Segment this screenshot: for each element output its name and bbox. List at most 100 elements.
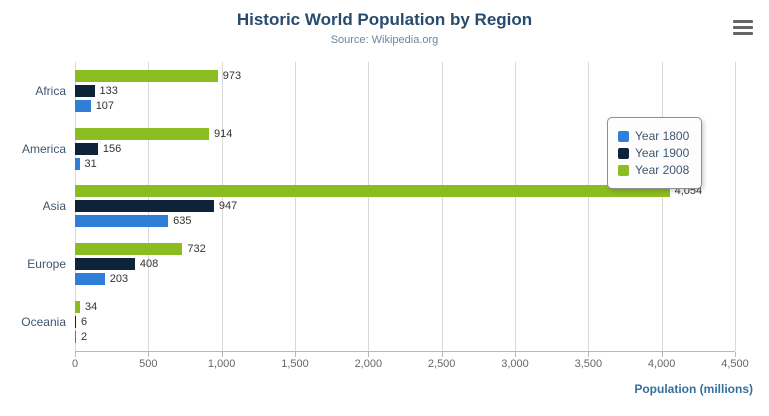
data-label: 914 xyxy=(214,127,233,140)
x-tick-label: 4,500 xyxy=(721,358,749,370)
bar-year-2008-oceania[interactable] xyxy=(75,301,80,314)
data-label: 6 xyxy=(81,316,88,329)
bar-year-2008-asia[interactable] xyxy=(75,185,670,198)
bar-year-1800-africa[interactable] xyxy=(75,99,91,112)
bar-row: 732 xyxy=(75,243,735,256)
hamburger-bar xyxy=(733,31,753,35)
category-row-america: America 914 156 31 xyxy=(22,120,735,178)
bar-year-1900-asia[interactable] xyxy=(75,200,214,213)
gridline xyxy=(735,62,736,351)
data-label: 156 xyxy=(102,142,122,155)
bar-row: 133 xyxy=(75,84,735,97)
gridline xyxy=(441,62,443,351)
data-label: 2 xyxy=(81,331,88,344)
data-label: 947 xyxy=(218,200,238,213)
bar-row: 408 xyxy=(75,258,735,271)
axis-tick xyxy=(661,352,663,357)
x-tick-label: 3,500 xyxy=(574,358,603,370)
bar-year-1900-oceania[interactable] xyxy=(75,316,76,329)
category-label: Europe xyxy=(27,257,66,272)
chart-subtitle: Source: Wikipedia.org xyxy=(330,34,439,46)
data-label: 133 xyxy=(99,84,118,97)
bar-row: 34 xyxy=(75,301,735,314)
bar-year-2008-america[interactable] xyxy=(75,127,210,140)
legend-label: Year 1800 xyxy=(635,129,690,143)
bar-row: 31 xyxy=(75,157,735,170)
gridline xyxy=(221,62,223,351)
gridline xyxy=(295,62,296,351)
legend-item-year-2008[interactable]: Year 2008 xyxy=(618,163,689,177)
axis-tick xyxy=(75,352,76,357)
category-row-oceania: Oceania 34 6 2 xyxy=(21,293,735,351)
hamburger-bar xyxy=(733,25,753,29)
legend-label: Year 2008 xyxy=(635,163,690,177)
category-row-africa: Africa 973 133 107 xyxy=(35,62,735,120)
bar-year-1800-asia[interactable] xyxy=(75,215,169,228)
plot-area: Africa 973 133 107 America 914 156 31 Asia 4,054 9… xyxy=(21,62,736,357)
x-tick-label: 0 xyxy=(71,358,79,370)
x-tick-label: 1,500 xyxy=(281,358,309,370)
category-label: America xyxy=(21,141,66,156)
bar-year-1900-america[interactable] xyxy=(75,142,98,155)
x-tick-label: 2,000 xyxy=(354,358,383,370)
axis-tick xyxy=(515,352,516,357)
x-axis-title: Population (millions) xyxy=(634,382,753,396)
bar-row: 156 xyxy=(75,142,735,155)
bar-year-2008-africa[interactable] xyxy=(75,69,218,82)
bar-year-2008-europe[interactable] xyxy=(75,243,183,256)
x-tick-label: 3,000 xyxy=(501,358,529,370)
legend-swatch xyxy=(618,130,629,142)
legend-label: Year 1900 xyxy=(635,146,690,160)
category-label: Asia xyxy=(42,199,66,214)
category-label: Oceania xyxy=(21,315,66,330)
bar-row: 203 xyxy=(75,273,735,286)
gridline xyxy=(515,62,516,351)
data-label: 408 xyxy=(139,258,159,271)
chart-title: Historic World Population by Region xyxy=(236,10,533,29)
axis-tick xyxy=(588,352,590,357)
axis-tick xyxy=(295,352,296,357)
data-label: 732 xyxy=(187,243,206,256)
gridline xyxy=(588,62,590,351)
bar-row: 914 xyxy=(75,127,735,140)
x-tick-label: 1,000 xyxy=(207,358,236,370)
bar-year-1800-america[interactable] xyxy=(75,157,80,170)
bar-year-1800-oceania[interactable] xyxy=(75,331,76,344)
bar-row: 973 xyxy=(75,69,735,82)
bar-year-1900-europe[interactable] xyxy=(75,258,135,271)
x-tick-label: 2,500 xyxy=(427,358,456,370)
legend-swatch xyxy=(618,147,629,159)
data-label: 973 xyxy=(222,69,242,82)
data-label: 31 xyxy=(84,157,97,170)
category-row-europe: Europe 732 408 203 xyxy=(27,235,735,293)
bar-row: 2 xyxy=(75,331,735,344)
bar-row: 635 xyxy=(75,215,735,228)
axis-tick xyxy=(735,352,736,357)
axis-tick xyxy=(368,352,370,357)
data-label: 203 xyxy=(109,273,129,286)
bar-year-1800-europe[interactable] xyxy=(75,273,105,286)
x-axis-labels: 0 500 1,000 1,500 2,000 2,500 3,000 3,500 4,000 4… xyxy=(71,358,749,372)
data-label: 34 xyxy=(84,301,98,314)
axis-tick xyxy=(221,352,223,357)
category-label: Africa xyxy=(35,83,66,98)
bar-year-1900-africa[interactable] xyxy=(75,84,95,97)
axis-tick xyxy=(441,352,443,357)
gridline xyxy=(661,62,663,351)
x-tick-label: 500 xyxy=(139,358,158,370)
legend-item-year-1900[interactable]: Year 1900 xyxy=(618,146,689,160)
bar-row: 947 xyxy=(75,200,735,213)
hamburger-menu-icon[interactable] xyxy=(733,18,753,36)
x-tick-label: 4,000 xyxy=(647,358,676,370)
legend-item-year-1800[interactable]: Year 1800 xyxy=(618,129,689,143)
legend-swatch xyxy=(618,164,629,176)
bar-row: 6 xyxy=(75,316,735,329)
data-label: 107 xyxy=(95,99,115,112)
bar-row: 107 xyxy=(75,99,735,112)
legend: Year 1800 Year 1900 Year 2008 xyxy=(607,117,703,189)
axis-tick xyxy=(148,352,150,357)
data-label: 635 xyxy=(173,215,192,228)
gridline xyxy=(368,62,370,351)
hamburger-bar xyxy=(733,19,753,23)
